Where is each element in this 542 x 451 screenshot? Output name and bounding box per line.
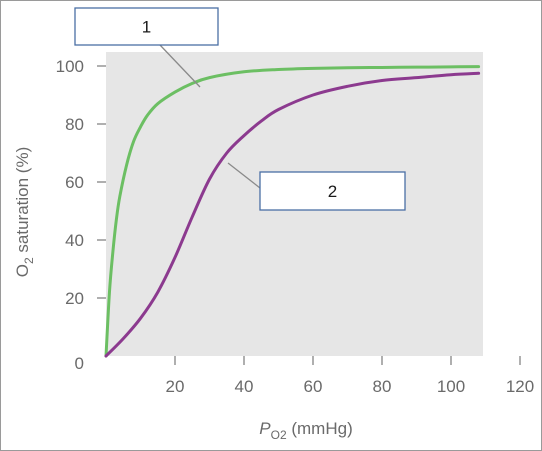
series-line-1 <box>104 65 481 358</box>
y-tick-label: 20 <box>65 289 84 308</box>
y-tick-label: 40 <box>65 231 84 250</box>
x-tick-label: 40 <box>235 377 254 396</box>
y-tick-label: 100 <box>56 57 84 76</box>
callout-label-1: 1 <box>142 18 151 37</box>
y-axis-label: O2 saturation (%) <box>13 147 36 277</box>
callout-leaders <box>159 44 261 189</box>
callout-leader-2 <box>227 162 261 189</box>
x-tick-label: 80 <box>373 377 392 396</box>
axis-ticks: 0 20 40 60 80 100 20 40 60 80 100 120 <box>56 57 535 396</box>
callout-leader-1 <box>159 44 201 88</box>
y-tick-label: 60 <box>65 173 84 192</box>
y-tick-label: 0 <box>75 354 84 373</box>
y-tick-label: 80 <box>65 115 84 134</box>
x-tick-label: 100 <box>437 377 465 396</box>
x-tick-label: 60 <box>304 377 323 396</box>
x-tick-label: 20 <box>166 377 185 396</box>
x-axis-label: PO2 (mmHg) <box>259 419 352 442</box>
series-lines <box>104 65 481 358</box>
callout-box-2 <box>259 171 406 211</box>
series-line-2 <box>104 71 481 358</box>
callout-box-1 <box>74 7 219 46</box>
callout-label-2: 2 <box>328 182 337 201</box>
callout-boxes: 12 <box>74 7 406 211</box>
x-tick-label: 120 <box>506 377 534 396</box>
